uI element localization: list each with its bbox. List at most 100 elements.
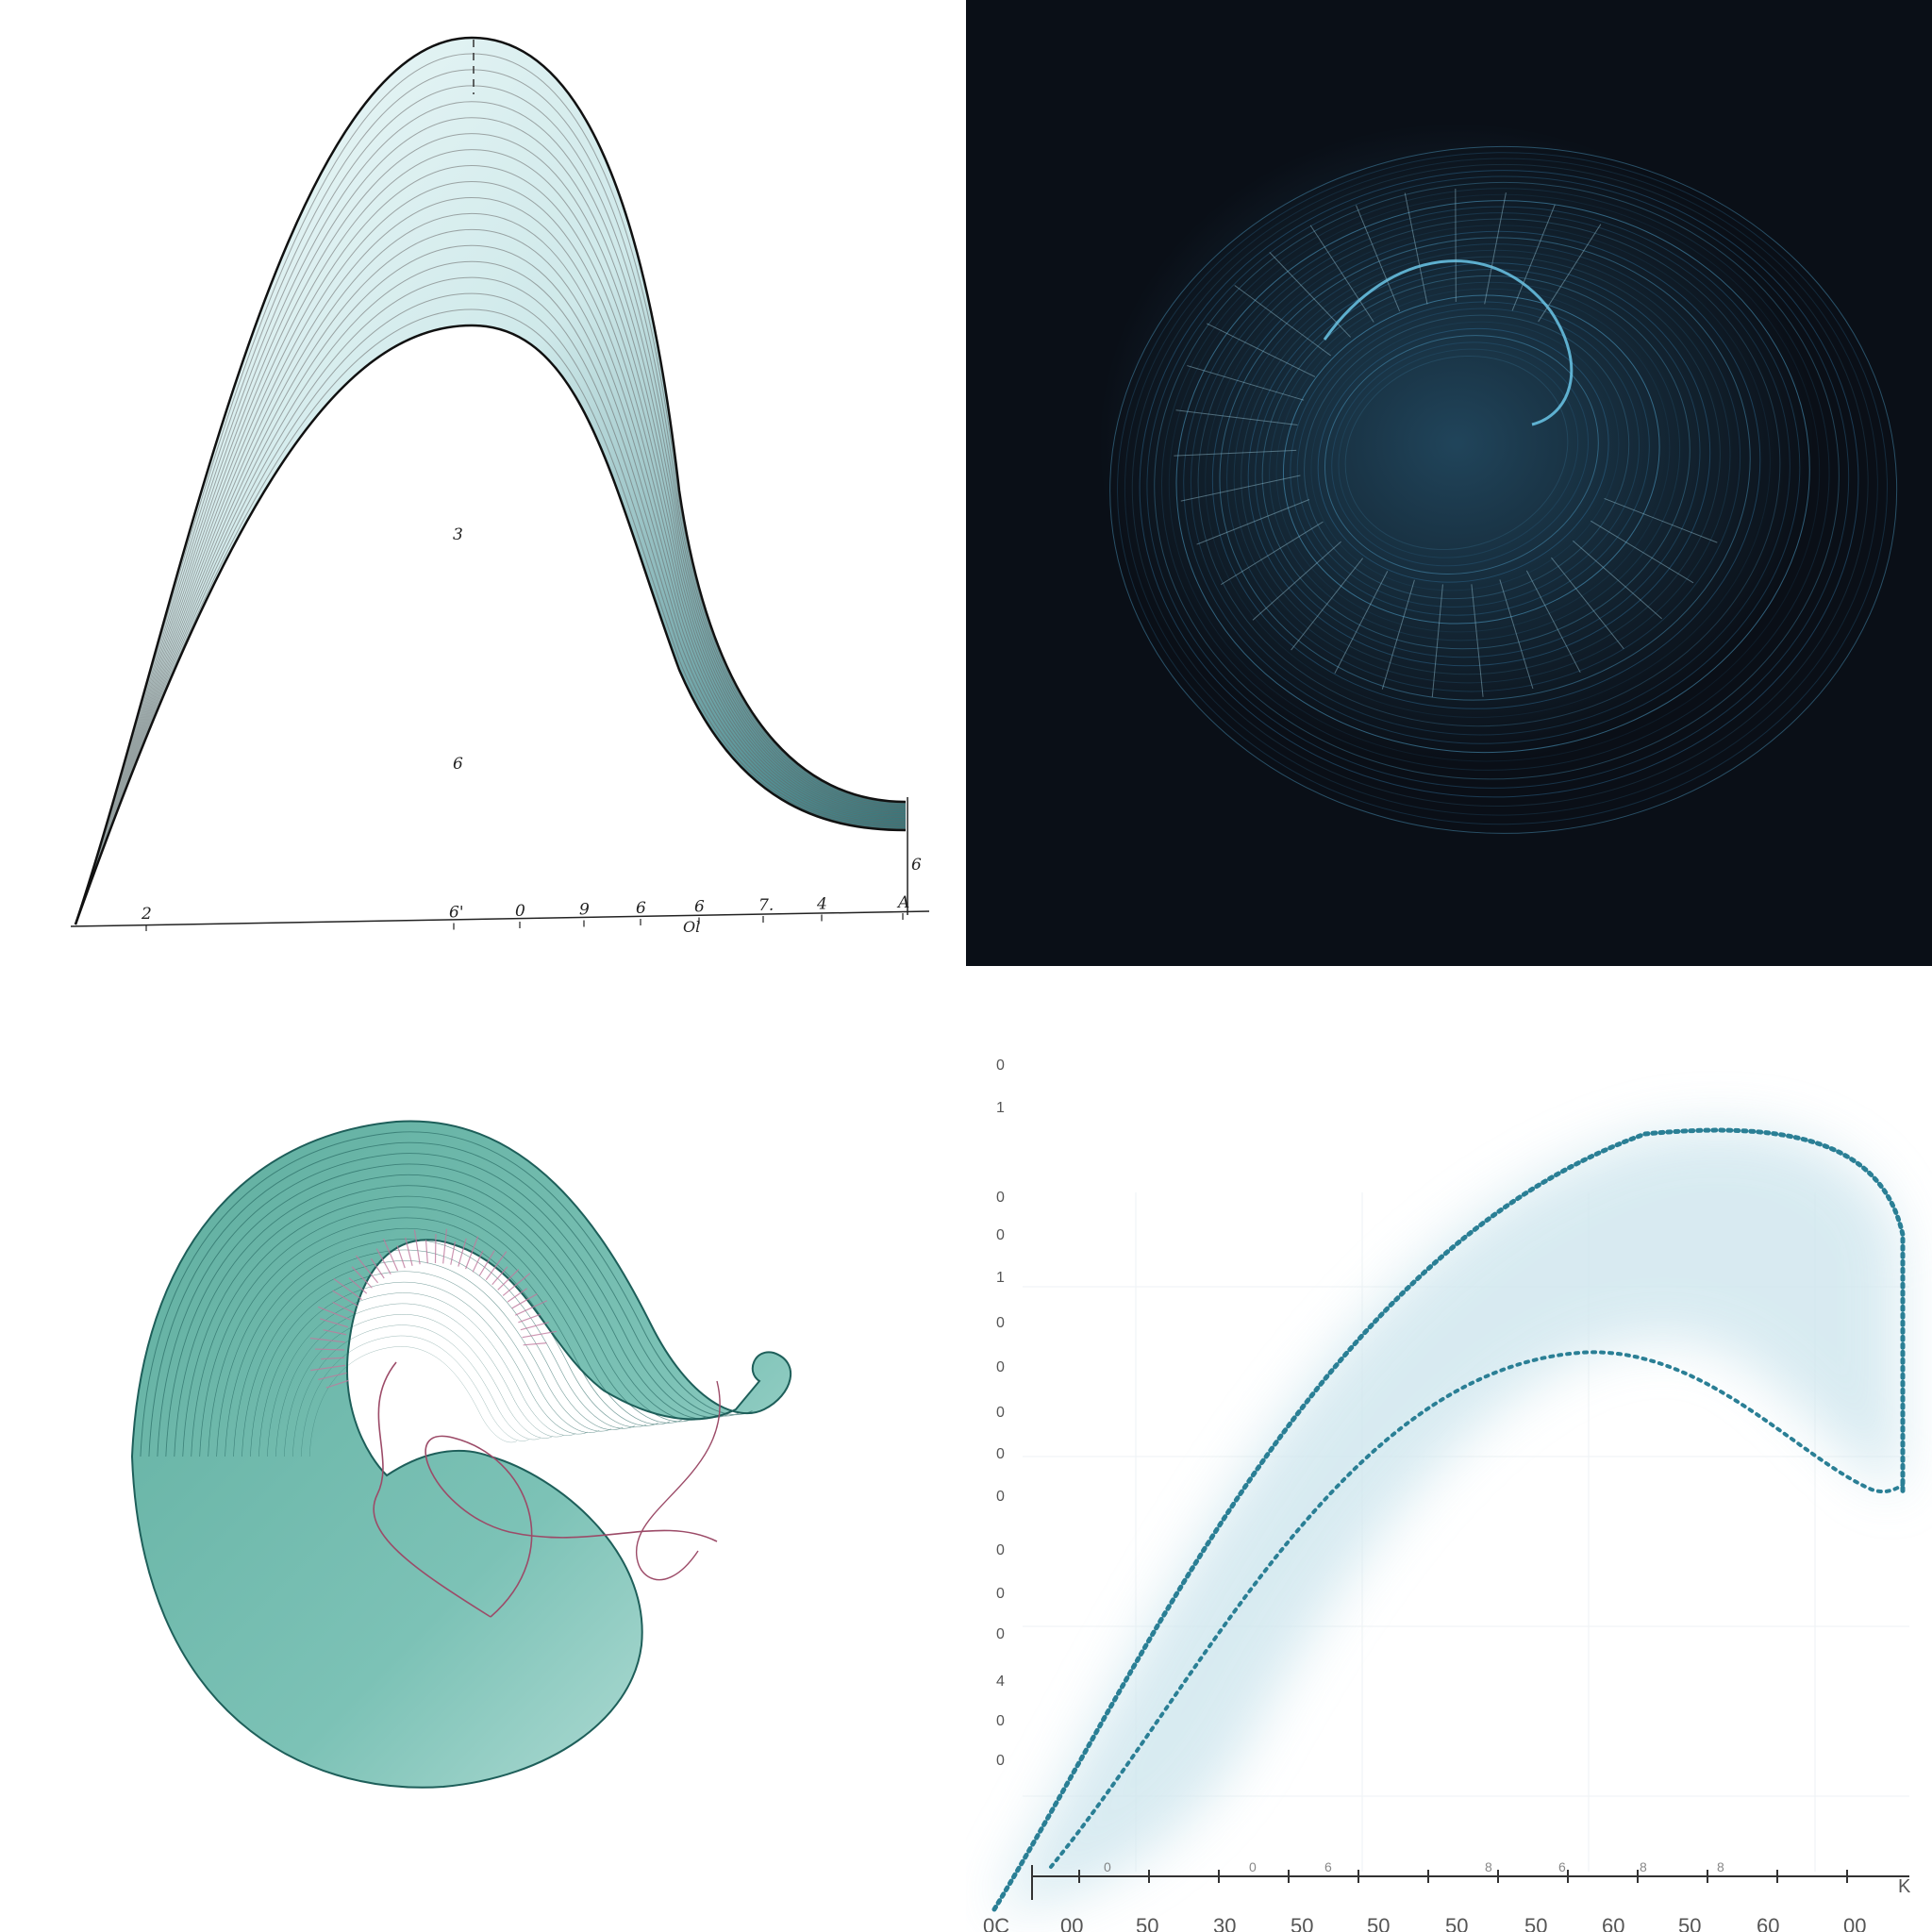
y-axis-label: 0: [996, 1058, 1005, 1074]
x-axis-label: 50: [1367, 1914, 1390, 1932]
shell-contour-line: [165, 1163, 718, 1457]
spiral-ring: [1211, 230, 1761, 709]
spiral-strand: [1309, 225, 1374, 323]
shell-spike: [321, 1357, 345, 1360]
spiral-ring: [1317, 327, 1609, 583]
shell-contour-line: [275, 1303, 564, 1457]
shell-contour-line: [267, 1292, 576, 1457]
spiral-strand: [1573, 540, 1662, 620]
spiral-ring: [1247, 262, 1711, 667]
shell-spike: [507, 1288, 528, 1303]
y-axis-label: 0: [996, 1753, 1005, 1769]
shell-contour-line: [140, 1131, 753, 1457]
y-axis-label: 0: [996, 1713, 1005, 1729]
x-tick-label: 6: [1558, 1859, 1566, 1874]
shell-contour-line: [148, 1141, 741, 1457]
x-axis-label: 00: [1060, 1914, 1083, 1932]
band-contour-line: [75, 292, 907, 925]
shell-spike: [370, 1257, 385, 1279]
x-axis-label: 60: [1602, 1914, 1624, 1932]
x-axis: [70, 910, 930, 927]
spiral-ring: [1331, 341, 1589, 567]
spiral-strand: [1499, 579, 1534, 690]
shell-spike: [320, 1318, 349, 1328]
spiral-ring: [1269, 281, 1681, 641]
band-contour-line: [75, 276, 907, 925]
shell-spike: [309, 1337, 345, 1343]
x-axis-label: 30: [1213, 1914, 1236, 1932]
spiral-ring: [1338, 348, 1579, 558]
shell-spike: [491, 1266, 508, 1286]
x-tick-label: 8: [1717, 1859, 1724, 1874]
shell-contour-line: [284, 1314, 553, 1457]
spiral-strand: [1269, 252, 1352, 338]
band-inner-edge: [74, 324, 907, 925]
shell-spike: [383, 1239, 399, 1272]
spiral-ring: [1146, 175, 1850, 789]
band-contour-line: [75, 228, 907, 925]
spiral-strand: [1471, 584, 1484, 697]
spiral-ring: [1124, 158, 1878, 816]
y-axis-label: 4: [996, 1674, 1005, 1690]
y-axis-label: 0: [996, 1626, 1005, 1642]
outer-curve: [991, 1127, 1906, 1912]
x-axis-label: 50: [1136, 1914, 1158, 1932]
shell-contour-line: [191, 1195, 682, 1457]
x-tick-label: 8: [1640, 1859, 1647, 1874]
y-axis-label: 1: [996, 1270, 1005, 1286]
shell-contour-line: [233, 1249, 624, 1457]
shell-spike: [315, 1348, 345, 1351]
spiral-ring: [1296, 308, 1641, 608]
axis-label: A: [896, 893, 909, 912]
axis-label: 2: [141, 905, 152, 924]
haze: [994, 1127, 1900, 1909]
x-axis-label: 0C: [983, 1914, 1009, 1932]
axis-sublabel: Ol: [683, 918, 700, 936]
y-axis-label: 0: [996, 1542, 1005, 1558]
spiral-ring: [1310, 321, 1620, 591]
corner-label: K: [1898, 1876, 1911, 1897]
spiral-strand: [1455, 188, 1457, 303]
shell-spike: [318, 1372, 347, 1381]
axis-label: 9: [579, 901, 590, 920]
shell-spike: [465, 1236, 479, 1270]
spiral-ring: [1226, 243, 1741, 692]
shell-spike: [511, 1293, 538, 1309]
x-tick-label: 0: [1104, 1859, 1111, 1874]
spiral-glow: [1098, 123, 1815, 764]
spiral-ring: [1117, 152, 1889, 825]
x-tick-label: 6: [1324, 1859, 1332, 1874]
band-contour-line: [75, 308, 907, 925]
shell-contour-line: [216, 1227, 647, 1457]
x-axis-label: 50: [1524, 1914, 1547, 1932]
spiral-ring: [1175, 200, 1810, 754]
band-contour-line: [75, 244, 907, 925]
shell-spike: [413, 1229, 421, 1265]
spiral-ring: [1109, 145, 1898, 834]
spiral-strand: [1551, 557, 1624, 650]
axis-label: 6': [449, 904, 464, 923]
tendril-2: [425, 1435, 718, 1618]
shell-spike: [523, 1342, 547, 1346]
shell-spike: [310, 1364, 346, 1372]
band-fill: [75, 38, 906, 924]
band-contour-line: [75, 101, 907, 925]
spiral-ring: [1255, 269, 1701, 658]
spiral-strand: [1538, 224, 1602, 323]
band-contour-line: [75, 69, 907, 925]
y-axis-label: 0: [996, 1586, 1005, 1602]
spiral-strand: [1187, 365, 1305, 401]
tendril-3: [636, 1380, 721, 1581]
spiral-ring: [1233, 249, 1731, 684]
spiral-strand: [1404, 192, 1428, 305]
spiral-strand: [1234, 285, 1331, 357]
spiral-strand: [1291, 558, 1364, 651]
spiral-strand: [1221, 521, 1324, 586]
shell-spiral-graphic: [130, 1120, 791, 1789]
spiral-ring: [1205, 225, 1771, 718]
inner-label-1: 3: [453, 525, 463, 544]
inner-label-2: 6: [453, 755, 463, 774]
shell-contour-line: [258, 1282, 588, 1457]
